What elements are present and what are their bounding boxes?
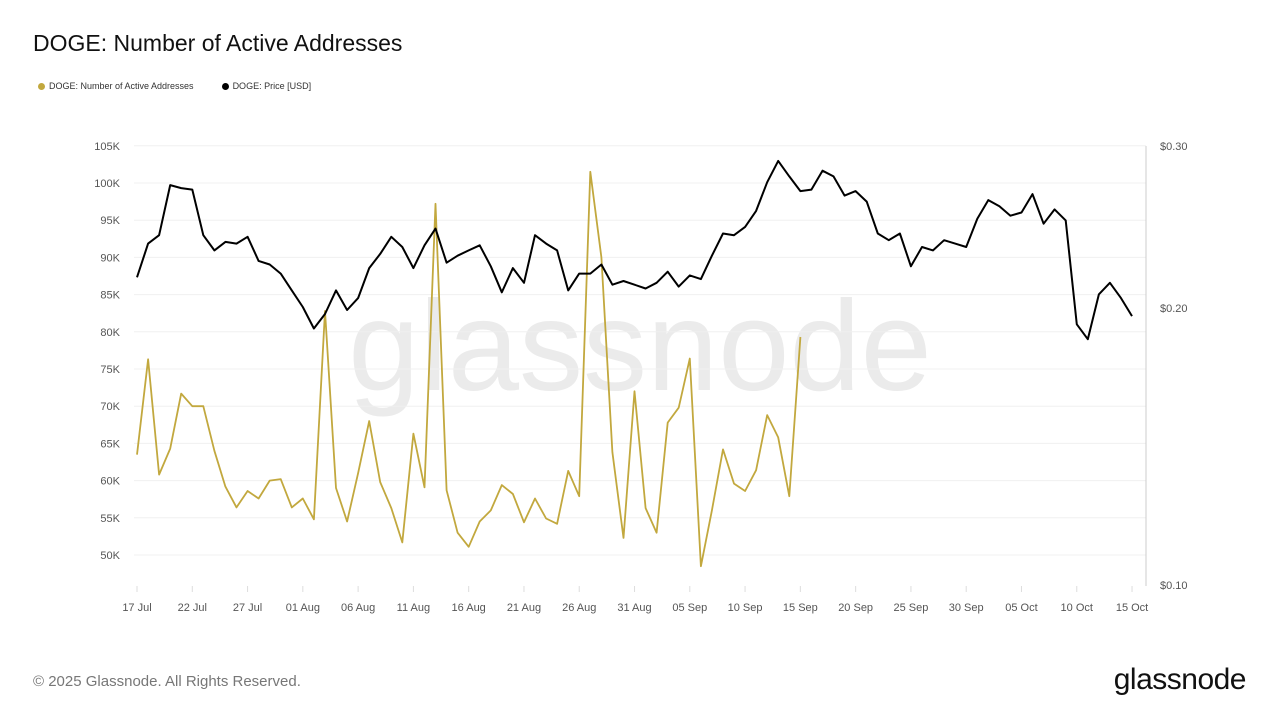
y-left-tick-label: 55K xyxy=(100,513,120,525)
x-tick-label: 27 Jul xyxy=(233,602,262,614)
axes: 50K 55K 60K 65K 70K 75K 80K 85K 90K 95K 100K 105K $0… xyxy=(94,141,1187,614)
legend: DOGE: Number of Active Addresses DOGE: P… xyxy=(38,81,311,91)
price-line xyxy=(136,159,1133,341)
x-tick-label: 11 Aug xyxy=(397,602,430,614)
y-right-tick-label: $0.10 xyxy=(1160,580,1188,592)
y-left-tick-label: 80K xyxy=(100,327,120,339)
glassnode-logo[interactable]: glassnode xyxy=(1113,663,1247,696)
x-tick-label: 10 Sep xyxy=(728,602,763,614)
y-right-tick-label: $0.20 xyxy=(1160,303,1188,315)
x-tick-label: 25 Sep xyxy=(893,602,928,614)
x-tick-label: 26 Aug xyxy=(562,602,596,614)
y-left-tick-label: 60K xyxy=(100,476,120,488)
legend-label: DOGE: Price [USD] xyxy=(232,81,312,91)
x-tick-label: 05 Sep xyxy=(672,602,707,614)
y-left-tick-label: 90K xyxy=(100,252,120,264)
gridlines xyxy=(134,145,1146,556)
y-left-tick-label: 85K xyxy=(100,290,120,302)
y-left-tick-label: 100K xyxy=(94,178,120,190)
legend-dot-icon xyxy=(38,82,45,90)
active-addresses-line xyxy=(136,170,802,568)
x-tick-label: 01 Aug xyxy=(286,602,320,614)
y-left-tick-label: 70K xyxy=(100,401,120,413)
watermark: glassnode xyxy=(348,275,932,418)
x-tick-label: 20 Sep xyxy=(838,602,873,614)
x-tick-label: 31 Aug xyxy=(617,602,651,614)
y-left-tick-label: 65K xyxy=(100,438,120,450)
y-left-tick-label: 75K xyxy=(100,364,120,376)
x-tick-label: 22 Jul xyxy=(178,602,207,614)
y-right-tick-label: $0.30 xyxy=(1160,141,1188,153)
legend-item-price[interactable]: DOGE: Price [USD] xyxy=(221,81,312,91)
legend-item-active-addresses[interactable]: DOGE: Number of Active Addresses xyxy=(38,81,194,91)
copyright-footer: © 2025 Glassnode. All Rights Reserved. xyxy=(33,673,301,690)
legend-dot-icon xyxy=(221,82,229,90)
series-group xyxy=(136,159,1133,568)
legend-label: DOGE: Number of Active Addresses xyxy=(49,81,194,91)
x-tick-label: 17 Jul xyxy=(122,602,151,614)
x-tick-label: 10 Oct xyxy=(1061,602,1093,614)
y-left-tick-label: 105K xyxy=(94,141,120,153)
y-left-tick-label: 50K xyxy=(100,550,120,562)
chart-title: DOGE: Number of Active Addresses xyxy=(33,30,403,56)
x-tick-label: 06 Aug xyxy=(341,602,375,614)
x-tick-label: 05 Oct xyxy=(1005,602,1037,614)
x-tick-label: 15 Sep xyxy=(783,602,818,614)
x-tick-label: 30 Sep xyxy=(949,602,984,614)
x-tick-label: 21 Aug xyxy=(507,602,541,614)
y-left-tick-label: 95K xyxy=(100,215,120,227)
x-tick-label: 16 Aug xyxy=(452,602,486,614)
x-tick-label: 15 Oct xyxy=(1116,602,1148,614)
